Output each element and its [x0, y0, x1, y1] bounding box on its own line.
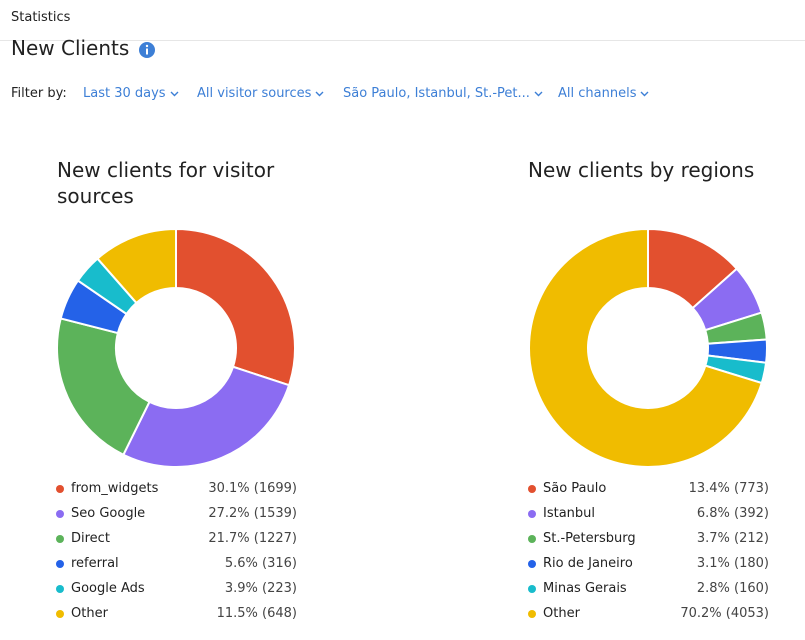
slice[interactable] — [175, 227, 296, 387]
legend-label: Rio de Janeiro — [543, 556, 633, 571]
filter-dropdown[interactable]: Last 30 days — [83, 86, 179, 101]
legend-value: 3.1% (180) — [696, 556, 769, 571]
chevron[interactable] — [315, 91, 324, 97]
filter-dropdown[interactable]: All channels — [558, 86, 649, 101]
legend-value: 11.5% (648) — [216, 606, 297, 621]
divider — [0, 40, 805, 41]
legend-label: referral — [71, 556, 119, 571]
filter-text[interactable]: Last 30 days — [83, 86, 166, 101]
legend-marker — [528, 510, 536, 518]
legend-value: 5.6% (316) — [224, 556, 297, 571]
legend-label: Seo Google — [71, 506, 146, 521]
slice[interactable] — [56, 317, 151, 457]
legend-value: 27.2% (1539) — [208, 506, 297, 521]
slice[interactable] — [96, 227, 177, 305]
legend-marker — [528, 610, 536, 618]
legend-marker — [56, 535, 64, 543]
chevron[interactable] — [640, 91, 649, 97]
filter-text[interactable]: São Paulo, Istanbul, St.-Pet... — [343, 86, 530, 101]
breadcrumb[interactable]: Statistics — [11, 10, 71, 25]
legend-marker — [528, 585, 536, 593]
legend-marker — [56, 610, 64, 618]
legend-label: Direct — [71, 531, 110, 546]
page-title: New Clients — [11, 36, 130, 60]
legend-value: 30.1% (1699) — [208, 481, 297, 496]
legend-value: 3.9% (223) — [224, 581, 297, 596]
donut — [56, 227, 296, 468]
legend-marker — [528, 560, 536, 568]
legend-marker — [56, 560, 64, 568]
legend-label: Google Ads — [71, 581, 145, 596]
donut — [528, 227, 768, 468]
legend-value: 2.8% (160) — [696, 581, 769, 596]
legend-marker — [528, 535, 536, 543]
chart-title: New clients by regions — [528, 158, 755, 182]
legend-marker — [56, 585, 64, 593]
chevron[interactable] — [170, 91, 179, 97]
chart-title: New clients for visitor sources — [57, 158, 275, 208]
legend-marker — [56, 510, 64, 518]
legend-marker — [56, 485, 64, 493]
legend-value: 3.7% (212) — [696, 531, 769, 546]
info-icon[interactable] — [138, 41, 156, 59]
slice[interactable] — [122, 365, 291, 468]
legend-label: Minas Gerais — [543, 581, 627, 596]
legend-label: Other — [543, 606, 580, 621]
filter-text[interactable]: All visitor sources — [197, 86, 312, 101]
legend-marker — [528, 485, 536, 493]
legend-value: 21.7% (1227) — [208, 531, 297, 546]
filter-text[interactable]: All channels — [558, 86, 637, 101]
legend-label: São Paulo — [543, 481, 607, 496]
legend-label: from_widgets — [71, 481, 159, 496]
slice[interactable] — [528, 227, 763, 468]
legend-label: Other — [71, 606, 108, 621]
filter-label: Filter by: — [11, 86, 67, 101]
filter-dropdown[interactable]: São Paulo, Istanbul, St.-Pet... — [343, 86, 543, 101]
legend-value: 70.2% (4053) — [680, 606, 769, 621]
legend-value: 6.8% (392) — [696, 506, 769, 521]
legend-label: St.-Petersburg — [543, 531, 636, 546]
filter-dropdown[interactable]: All visitor sources — [197, 86, 324, 101]
legend-value: 13.4% (773) — [688, 481, 769, 496]
chevron[interactable] — [534, 91, 543, 97]
legend-label: Istanbul — [543, 506, 596, 521]
